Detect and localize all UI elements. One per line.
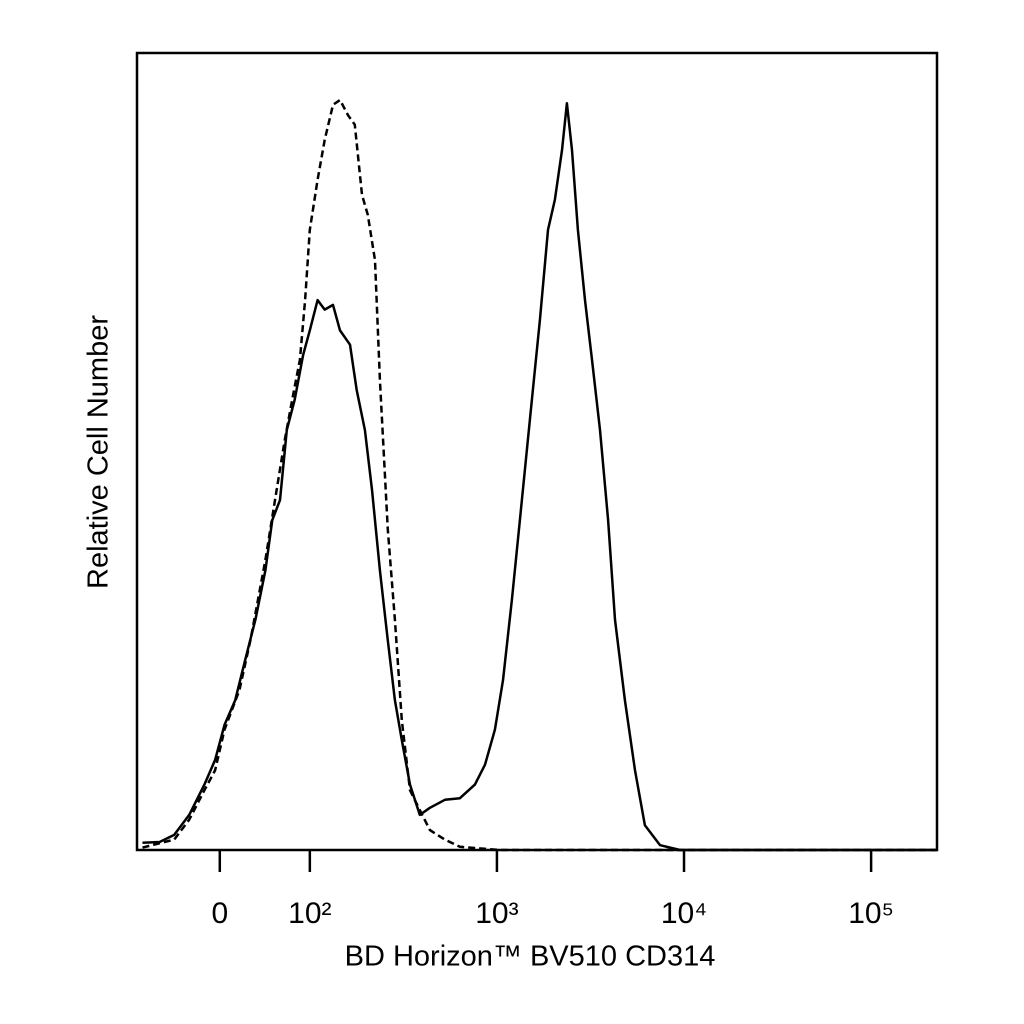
x-tick-label: 0 [211, 897, 228, 930]
x-tick-label: 10⁴ [661, 897, 707, 930]
x-tick-label: 10⁵ [848, 897, 894, 930]
x-tick-label: 10³ [475, 897, 518, 930]
histogram-line [142, 98, 937, 852]
histogram-line [142, 101, 937, 852]
x-axis-label: BD Horizon™ BV510 CD314 [345, 941, 716, 973]
y-axis-label: Relative Cell Number [83, 315, 115, 589]
plot-frame [135, 51, 939, 852]
x-tick-label: 10² [288, 897, 331, 930]
